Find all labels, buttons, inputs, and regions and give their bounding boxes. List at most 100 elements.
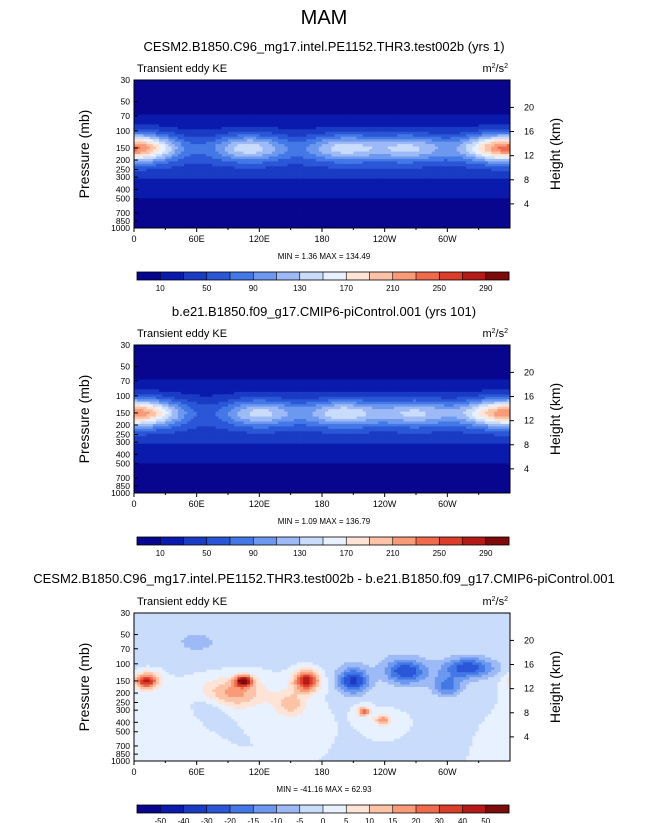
contour-cell [275,92,279,96]
contour-cell [416,151,420,155]
contour-cell [412,151,417,155]
contour-cell [137,112,141,115]
contour-cell [422,124,426,128]
contour-cell [491,173,495,177]
contour-cell [503,104,508,108]
contour-cell [494,136,498,140]
contour-cell [206,136,210,140]
contour-cell [456,107,461,110]
contour-cell [206,154,210,157]
contour-cell [394,146,398,150]
contour-cell [184,173,188,177]
contour-cell [375,121,379,125]
contour-cell [162,139,166,143]
contour-cell [202,166,207,170]
contour-cell [202,158,207,162]
contour-cell [328,166,332,170]
contour-cell [253,144,257,147]
contour-cell [491,97,495,101]
contour-cell [450,119,454,123]
contour-cell [306,156,310,160]
contour-cell [334,129,339,133]
contour-cell [237,119,241,123]
contour-cell [431,144,436,147]
contour-cell [350,154,354,157]
contour-cell [481,84,486,88]
contour-cell [325,151,329,155]
contour-cell [334,154,339,157]
contour-cell [215,168,219,172]
contour-cell [193,104,198,108]
contour-cell [287,97,292,101]
contour-cell [459,112,464,115]
contour-cell [334,126,339,130]
contour-cell [218,144,223,147]
contour-cell [318,107,323,110]
contour-cell [441,119,445,123]
contour-cell [196,166,201,170]
contour-cell [218,149,223,152]
contour-cell [340,84,345,88]
contour-cell [209,92,213,96]
contour-cell [221,109,226,113]
contour-cell [475,161,480,165]
contour-cell [168,117,172,120]
contour-cell [444,168,448,172]
contour-cell [215,114,219,118]
contour-cell [187,151,191,155]
contour-cell [409,99,414,103]
contour-cell [419,109,423,113]
contour-cell [290,151,295,155]
contour-cell [177,131,182,135]
contour-cell [177,171,182,175]
contour-cell [322,146,326,150]
contour-cell [428,119,433,123]
contour-cell [224,176,229,180]
contour-cell [356,134,360,138]
contour-cell [328,104,332,108]
contour-cell [422,109,426,113]
contour-cell [488,89,492,93]
contour-cell [290,136,295,140]
contour-cell [469,139,473,143]
contour-cell [296,84,301,88]
contour-cell [328,126,332,130]
contour-cell [322,121,326,125]
contour-cell [497,158,501,162]
contour-cell [262,178,266,182]
contour-cell [372,176,376,180]
contour-cell [287,171,292,175]
contour-cell [155,134,160,138]
contour-cell [441,139,445,143]
contour-cell [140,84,144,88]
contour-cell [466,144,470,147]
contour-cell [149,163,154,167]
contour-cell [196,84,201,88]
contour-cell [494,104,498,108]
contour-cell [187,156,191,160]
contour-cell [469,107,473,110]
contour-cell [450,124,454,128]
contour-cell [403,154,407,157]
contour-cell [177,119,182,123]
contour-cell [350,168,354,172]
contour-cell [155,94,160,98]
contour-cell [459,126,464,130]
contour-cell [390,80,395,83]
contour-cell [397,176,401,180]
contour-cell [497,114,501,118]
contour-cell [199,107,204,110]
contour-cell [340,94,345,98]
contour-cell [343,173,348,177]
contour-cell [237,141,241,145]
contour-cell [202,149,207,152]
contour-cell [475,119,480,123]
contour-cell [331,99,335,103]
contour-cell [224,99,229,103]
contour-cell [177,99,182,103]
contour-cell [149,97,154,101]
contour-cell [328,87,332,91]
contour-cell [243,102,248,106]
contour-cell [491,82,495,86]
contour-cell [246,97,251,101]
